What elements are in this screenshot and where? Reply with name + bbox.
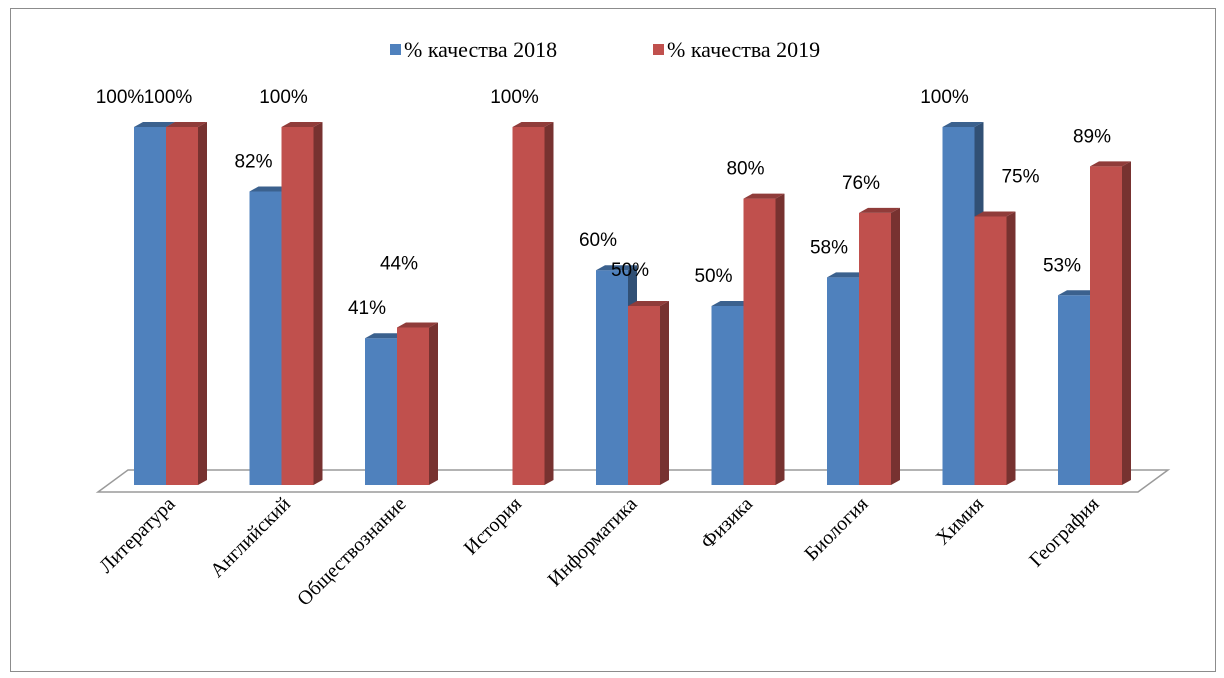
bar-front [711,306,744,485]
bar-top [397,322,438,328]
bar-front [512,127,545,485]
bar-top [942,122,984,127]
data-label-2018-5: 50% [694,266,732,287]
bar-2019-0 [166,122,207,485]
category-label-1: Английский [206,493,295,582]
bar-top [711,301,753,306]
bar-side [429,322,438,485]
bar-side [1006,211,1016,485]
legend-label-2018: % качества 2018 [404,37,557,62]
data-label-2019-1: 100% [259,87,308,108]
bar-top [596,265,637,271]
bar-front [743,198,776,485]
data-label-2019-6: 76% [842,173,880,194]
data-label-2018-4: 60% [579,230,617,251]
bar-front [166,127,198,485]
bar-top [512,122,554,127]
bar-2019-7 [974,211,1016,485]
bar-2019-8 [1090,161,1131,485]
bar-front [596,270,628,485]
bar-top [743,193,785,199]
bar-side [891,207,900,486]
data-label-2019-7: 75% [1001,167,1039,188]
bar-top [249,186,291,192]
data-label-2019-0: 100% [144,87,193,108]
bar-side [775,193,785,485]
bar-top [166,122,207,127]
data-label-2018-2: 41% [348,298,386,319]
category-label-8: География [1025,493,1103,571]
bar-top [281,122,323,127]
legend-swatch-2018 [390,44,401,55]
bar-2019-6 [859,207,900,486]
category-label-4: Информатика [544,493,642,591]
category-label-0: Литература [95,493,180,578]
bar-front [628,306,660,485]
bar-top [134,122,175,127]
data-label-2018-0: 100% [96,87,145,108]
bar-top [859,207,900,213]
bar-side [660,301,669,485]
bar-front [365,338,397,485]
bar-top [365,333,406,339]
bar-side [198,122,207,485]
legend: % качества 2018 % качества 2019 [390,37,820,62]
data-label-2019-8: 89% [1073,126,1111,147]
category-label-3: История [460,493,526,559]
data-label-2019-2: 44% [380,253,418,274]
bar-2019-2 [397,322,438,485]
bar-side [313,122,323,485]
bar-2019-1 [281,122,323,485]
bar-top [827,272,868,278]
bar-top [628,301,669,306]
bar-side [1122,161,1131,485]
legend-swatch-2019 [653,44,664,55]
category-label-7: Химия [932,493,988,549]
data-label-2019-3: 100% [490,87,539,108]
bar-front [942,127,975,485]
bar-front [134,127,166,485]
bar-front [827,277,859,485]
data-label-2019-5: 80% [726,159,764,180]
data-label-2018-1: 82% [234,151,272,172]
bars [134,122,1131,486]
data-label-2018-6: 58% [810,237,848,258]
bar-top [1058,290,1099,296]
bar-front [859,212,891,486]
bar-top [974,211,1016,217]
bar-side [544,122,554,485]
legend-label-2019: % качества 2019 [667,37,820,62]
category-label-6: Биология [800,493,872,565]
bar-front [974,216,1007,485]
bar-2019-4 [628,301,669,485]
bar-front [1058,295,1090,485]
bar-front [1090,166,1122,485]
data-labels: 100% 100%82%100%41%44%100%60%50% 50%80%58%… [96,87,1111,319]
bar-front [281,127,314,485]
data-label-2018-8: 53% [1043,255,1081,276]
bar-2019-3 [512,122,554,485]
data-label-2018-7: 100% [920,87,969,108]
bar-2019-5 [743,193,785,485]
category-label-5: Физика [697,493,757,553]
category-label-2: Обществознание [293,493,411,611]
data-label-2019-4: 50% [611,260,649,281]
bar-front [249,191,282,485]
bar-front [397,327,429,485]
bar-top [1090,161,1131,167]
